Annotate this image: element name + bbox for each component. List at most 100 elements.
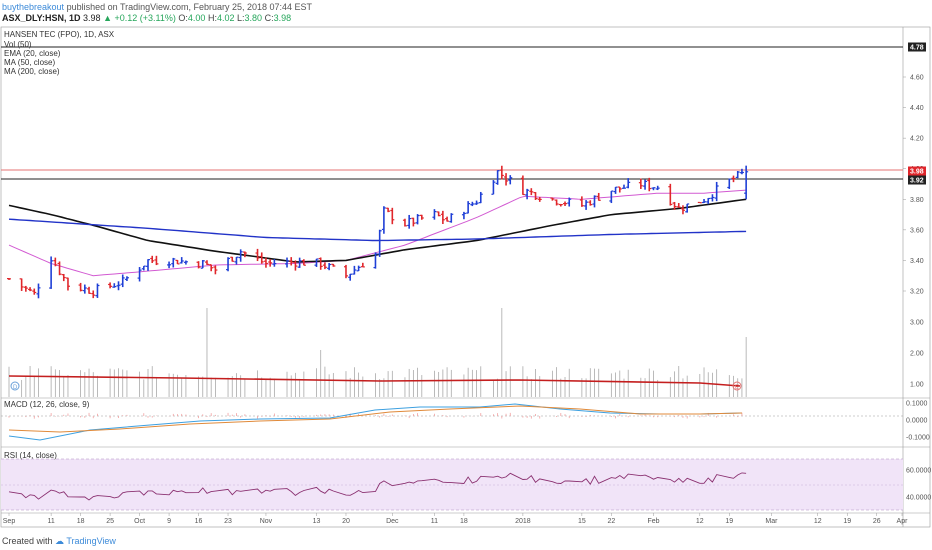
- rsi-line: [8, 472, 747, 501]
- time-tick-label: 20: [342, 518, 350, 525]
- ohlc-bar: [32, 288, 37, 295]
- macd-tick-label: 0.0000: [906, 418, 928, 425]
- ohlc-bar: [255, 248, 260, 262]
- price-tag-bg: [908, 175, 926, 185]
- ohlc-bar: [36, 283, 41, 299]
- ohlc-bar: [209, 264, 214, 272]
- footer-brand[interactable]: TradingView: [66, 536, 116, 546]
- high-label: H:: [207, 13, 217, 23]
- ohlc-bar: [28, 287, 33, 292]
- ohlc-bar: [731, 175, 736, 183]
- time-tick-label: 12: [814, 518, 822, 525]
- ohlc-bar: [301, 259, 306, 266]
- ohlc-bar: [234, 256, 239, 265]
- main-title-legend: HANSEN TEC (FPO), 1D, ASX: [4, 30, 115, 39]
- ohlc-bar: [373, 252, 378, 269]
- macd-signal-line: [8, 405, 743, 433]
- footer: Created with ☁ TradingView: [2, 536, 116, 547]
- ohlc-bar: [702, 198, 707, 204]
- ohlc-bar: [727, 178, 732, 189]
- earnings-badge-icon: E: [732, 381, 742, 391]
- ohlc-bar: [563, 201, 568, 206]
- publish-header: buythebreakout published on TradingView.…: [2, 2, 312, 13]
- close-value: 3.98: [273, 13, 292, 23]
- ohlc-bar: [461, 211, 466, 220]
- ohlc-bar: [356, 265, 361, 272]
- ohlc-bar: [596, 192, 601, 201]
- time-tick-label: 9: [167, 518, 171, 525]
- ohlc-bar: [588, 200, 593, 206]
- ohlc-bar: [61, 273, 66, 282]
- time-tick-label: 22: [607, 518, 615, 525]
- ohlc-bar: [268, 259, 273, 267]
- ohlc-bar: [647, 177, 652, 192]
- ohlc-bar: [495, 170, 500, 185]
- macd-legend: MACD (12, 26, close, 9): [4, 400, 90, 409]
- volume-badge-icon: D: [10, 381, 20, 391]
- rsi-tick-label: 40.0000: [906, 495, 931, 502]
- publish-info: published on TradingView.com, February 2…: [66, 2, 313, 12]
- ma200-legend: MA (200, close): [4, 67, 60, 76]
- time-tick-label: 18: [77, 518, 85, 525]
- price-tags: 4.78 3.98 3.92: [908, 42, 926, 185]
- ohlc-bar: [23, 285, 28, 292]
- ohlc-bar: [470, 201, 475, 207]
- volume-tick-label: 1.00: [910, 382, 924, 389]
- ohlc-bar: [150, 255, 155, 263]
- ohlc-bar: [525, 188, 530, 200]
- price-tag-bg: [908, 42, 926, 52]
- ohlc-bar: [739, 168, 744, 175]
- ohlc-bar: [478, 191, 483, 204]
- price-tick-label: 3.40: [910, 258, 924, 265]
- ohlc-bar: [314, 258, 319, 267]
- low-label: L:: [237, 13, 245, 23]
- price-tag-label: 4.78: [910, 45, 924, 52]
- ohlc-bar: [714, 181, 719, 202]
- time-tick-label: 16: [195, 518, 203, 525]
- ma50-legend: MA (50, close): [4, 58, 56, 67]
- ohlc-bar: [579, 196, 584, 207]
- time-tick-label: 19: [843, 518, 851, 525]
- ohlc-bar: [331, 263, 336, 267]
- ohlc-bar: [436, 211, 441, 217]
- ohlc-bar: [381, 206, 386, 234]
- ohlc-bar: [550, 197, 555, 201]
- time-tick-label: 13: [313, 518, 321, 525]
- ohlc-bar: [230, 256, 235, 262]
- ohlc-bar: [343, 264, 348, 279]
- ohlc-bar: [116, 281, 121, 291]
- ohlc-bar: [108, 282, 113, 289]
- ohlc-bar: [735, 171, 740, 179]
- svg-text:E: E: [735, 385, 739, 391]
- moving-average-lines: [8, 189, 747, 277]
- ohlc-bar: [554, 199, 559, 206]
- ohlc-bar: [533, 192, 538, 201]
- ohlc-bar: [263, 257, 268, 268]
- ohlc-bar: [95, 283, 100, 298]
- ohlc-bar: [440, 210, 445, 225]
- author-link[interactable]: buythebreakout: [2, 2, 65, 12]
- ohlc-bar: [411, 217, 416, 227]
- rsi-legend: RSI (14, close): [4, 451, 57, 460]
- ohlc-bar: [558, 203, 563, 207]
- ohlc-bar: [167, 261, 172, 269]
- price-tick-label: 4.40: [910, 105, 924, 112]
- ohlc-bar: [592, 195, 597, 208]
- ma-line-ma-50-close-: [8, 198, 747, 263]
- ohlc-bar: [242, 251, 247, 258]
- ohlc-bar: [78, 282, 83, 292]
- last-price: 3.98: [83, 13, 101, 23]
- ohlc-bar: [272, 259, 277, 267]
- footer-created: Created with: [2, 536, 53, 546]
- ohlc-bar: [171, 257, 176, 268]
- ohlc-bar: [141, 265, 146, 271]
- ohlc-bar: [322, 262, 327, 270]
- ohlc-bar: [402, 218, 407, 227]
- ohlc-bar: [626, 178, 631, 189]
- ohlc-bar: [57, 261, 62, 276]
- ohlc-bar: [318, 257, 323, 270]
- symbol-label: ASX_DLY:HSN, 1D: [2, 13, 81, 23]
- ohlc-bar: [352, 265, 357, 275]
- pane-borders: [0, 26, 931, 528]
